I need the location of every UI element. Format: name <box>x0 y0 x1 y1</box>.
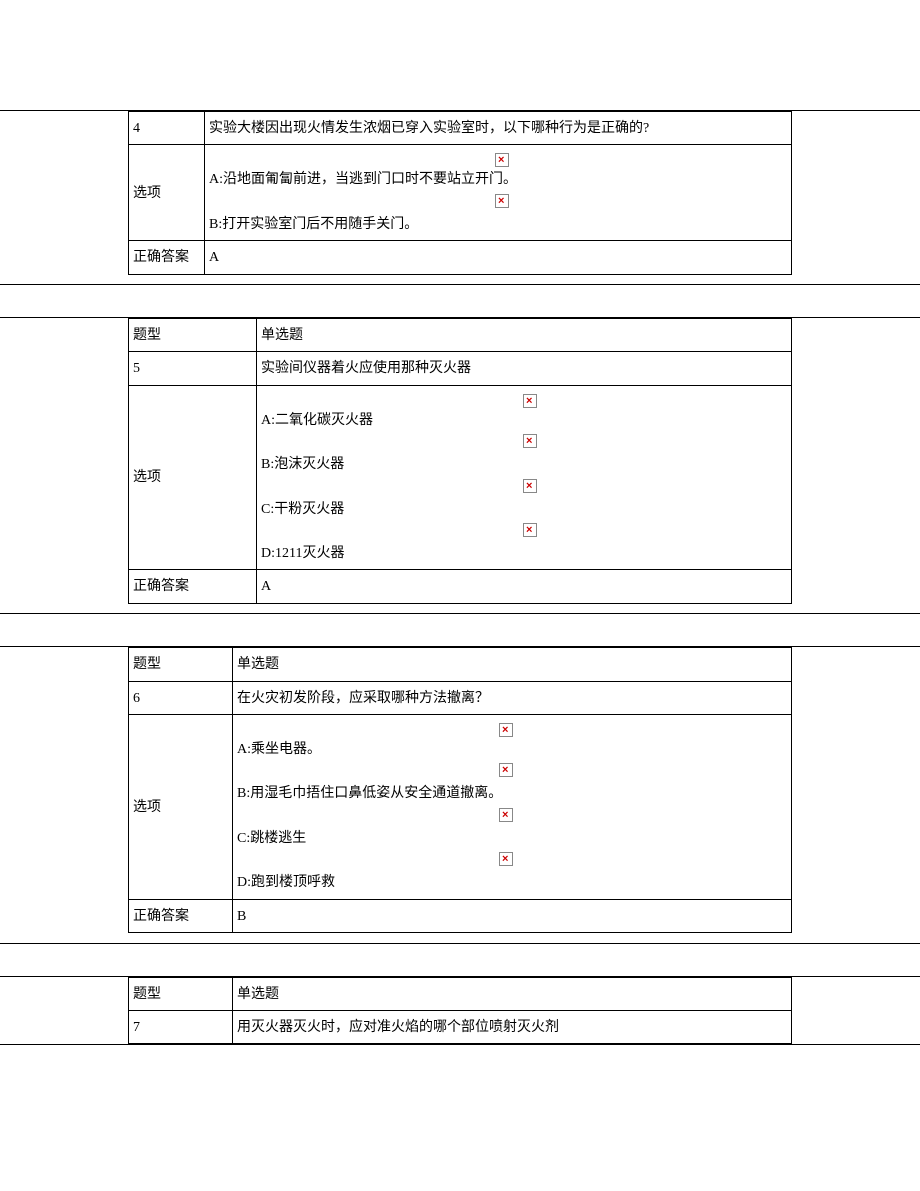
question-text: 用灭火器灭火时，应对准火焰的哪个部位喷射灭火剂 <box>233 1010 792 1043</box>
answer-label: 正确答案 <box>129 241 205 274</box>
type-value: 单选题 <box>233 977 792 1010</box>
question-block-7: 题型 单选题 7 用灭火器灭火时，应对准火焰的哪个部位喷射灭火剂 <box>0 976 920 1046</box>
option-a: A:二氧化碳灭火器 <box>261 392 787 432</box>
question-text: 在火灾初发阶段，应采取哪种方法撤离？ <box>233 681 792 714</box>
option-d: D:跑到楼顶呼救 <box>237 850 787 894</box>
question-number: 4 <box>129 112 205 145</box>
options-cell: A:二氧化碳灭火器 B:泡沫灭火器 C:干粉灭火器 D:1211灭火器 <box>257 385 792 570</box>
type-label: 题型 <box>129 319 257 352</box>
question-table-7: 题型 单选题 7 用灭火器灭火时，应对准火焰的哪个部位喷射灭火剂 <box>128 977 792 1045</box>
spacer <box>129 274 792 284</box>
type-value: 单选题 <box>257 319 792 352</box>
option-c: C:干粉灭火器 <box>261 477 787 521</box>
option-a: A:乘坐电器。 <box>237 721 787 761</box>
answer-value: B <box>233 899 792 932</box>
broken-image-icon <box>499 723 513 737</box>
option-text: D:1211灭火器 <box>261 546 344 561</box>
option-a: A:沿地面匍匐前进，当逃到门口时不要站立开门。 <box>209 151 787 191</box>
broken-image-icon <box>499 852 513 866</box>
question-table-5: 题型 单选题 5 实验间仪器着火应使用那种灭火器 选项 A:二氧化碳灭火器 B:… <box>128 318 792 613</box>
option-b: B:用湿毛巾捂住口鼻低姿从安全通道撤离。 <box>237 761 787 805</box>
question-block-6: 题型 单选题 6 在火灾初发阶段，应采取哪种方法撤离？ 选项 A:乘坐电器。 B… <box>0 646 920 943</box>
options-cell: A:沿地面匍匐前进，当逃到门口时不要站立开门。 B:打开实验室门后不用随手关门。 <box>205 145 792 241</box>
broken-image-icon <box>523 434 537 448</box>
question-block-4: 4 实验大楼因出现火情发生浓烟已穿入实验室时，以下哪种行为是正确的? 选项 A:… <box>0 110 920 285</box>
option-text: B:泡沫灭火器 <box>261 457 344 472</box>
question-number: 5 <box>129 352 257 385</box>
option-c: C:跳楼逃生 <box>237 806 787 850</box>
option-text: A:二氧化碳灭火器 <box>261 413 373 428</box>
options-label: 选项 <box>129 385 257 570</box>
option-text: C:跳楼逃生 <box>237 831 306 846</box>
option-d: D:1211灭火器 <box>261 521 787 565</box>
broken-image-icon <box>499 808 513 822</box>
option-text: D:跑到楼顶呼救 <box>237 875 335 890</box>
broken-image-icon <box>495 153 509 167</box>
answer-value: A <box>205 241 792 274</box>
divider <box>0 284 920 285</box>
question-table-6: 题型 单选题 6 在火灾初发阶段，应采取哪种方法撤离？ 选项 A:乘坐电器。 B… <box>128 647 792 942</box>
divider <box>0 943 920 944</box>
broken-image-icon <box>499 763 513 777</box>
option-b: B:泡沫灭火器 <box>261 432 787 476</box>
type-label: 题型 <box>129 977 233 1010</box>
type-label: 题型 <box>129 648 233 681</box>
broken-image-icon <box>523 394 537 408</box>
option-text: B:用湿毛巾捂住口鼻低姿从安全通道撤离。 <box>237 786 502 801</box>
question-number: 6 <box>129 681 233 714</box>
type-value: 单选题 <box>233 648 792 681</box>
option-text: C:干粉灭火器 <box>261 502 344 517</box>
spacer <box>129 603 792 613</box>
options-cell: A:乘坐电器。 B:用湿毛巾捂住口鼻低姿从安全通道撤离。 C:跳楼逃生 D:跑到… <box>233 715 792 900</box>
answer-label: 正确答案 <box>129 570 257 603</box>
broken-image-icon <box>495 194 509 208</box>
answer-value: A <box>257 570 792 603</box>
divider <box>0 1044 920 1045</box>
question-block-5: 题型 单选题 5 实验间仪器着火应使用那种灭火器 选项 A:二氧化碳灭火器 B:… <box>0 317 920 614</box>
options-label: 选项 <box>129 145 205 241</box>
option-text: A:乘坐电器。 <box>237 742 321 757</box>
options-label: 选项 <box>129 715 233 900</box>
question-text: 实验大楼因出现火情发生浓烟已穿入实验室时，以下哪种行为是正确的? <box>205 112 792 145</box>
divider <box>0 613 920 614</box>
option-b: B:打开实验室门后不用随手关门。 <box>209 192 787 236</box>
question-number: 7 <box>129 1010 233 1043</box>
spacer <box>129 933 792 943</box>
option-text: A:沿地面匍匐前进，当逃到门口时不要站立开门。 <box>209 172 517 187</box>
broken-image-icon <box>523 523 537 537</box>
answer-label: 正确答案 <box>129 899 233 932</box>
question-text: 实验间仪器着火应使用那种灭火器 <box>257 352 792 385</box>
broken-image-icon <box>523 479 537 493</box>
option-text: B:打开实验室门后不用随手关门。 <box>209 217 418 232</box>
question-table-4: 4 实验大楼因出现火情发生浓烟已穿入实验室时，以下哪种行为是正确的? 选项 A:… <box>128 111 792 284</box>
